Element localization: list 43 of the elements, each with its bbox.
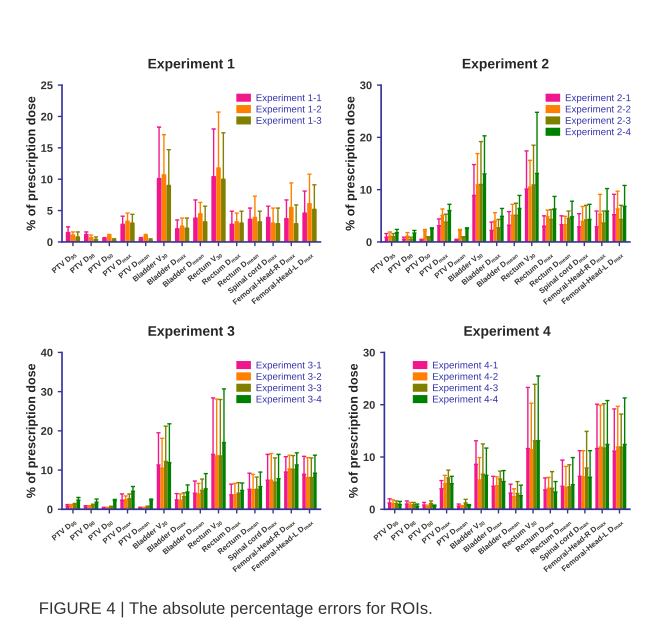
legend-label: Experiment 2-1 [566,94,630,104]
y-axis-title: % of prescription dose [345,96,357,231]
legend-label: Experiment 4-2 [433,372,498,382]
chart-title: Experiment 1 [148,58,234,72]
legend-label: Experiment 2-2 [566,105,630,114]
y-tick-label: 30 [363,348,375,357]
legend-label: Experiment 4-1 [433,361,498,370]
chart-title: Experiment 2 [462,58,549,72]
y-tick-label: 20 [360,134,372,142]
legend-label: Experiment 3-3 [256,384,322,394]
legend-label: Experiment 1-2 [256,105,322,114]
y-tick-label: 40 [40,348,53,357]
legend-label: Experiment 3-2 [256,372,322,382]
y-tick-label: 20 [363,400,375,409]
caption: FIGURE 4 | The absolute percentage errors for ROIs. [40,602,432,618]
legend-label: Experiment 1-1 [256,94,322,104]
y-tick-label: 10 [360,186,372,194]
y-axis-title: % of prescription dose [26,364,38,498]
y-tick-label: 0 [47,506,53,514]
legend-label: Experiment 3-4 [256,395,322,404]
y-tick-label: 0 [47,238,53,246]
y-tick-label: 5 [47,206,53,215]
legend-label: Experiment 4-3 [433,384,498,394]
y-tick-label: 20 [41,427,53,435]
legend-label: Experiment 4-4 [433,395,498,404]
chart-title: Experiment 3 [148,326,234,339]
y-tick-label: 30 [360,81,372,90]
y-axis-title: % of prescription dose [348,364,360,498]
y-tick-label: 10 [41,466,53,474]
y-tick-label: 0 [366,238,372,246]
y-tick-label: 10 [364,453,375,462]
y-tick-label: 10 [41,175,53,184]
legend-label: Experiment 2-3 [566,116,631,126]
legend-label: Experiment 2-4 [566,128,631,138]
y-tick-label: 0 [370,506,375,514]
y-tick-label: 30 [40,388,53,396]
chart-title: Experiment 4 [464,326,551,339]
legend-label: Experiment 3-1 [256,361,322,370]
legend-label: Experiment 1-3 [256,116,322,126]
y-tick-label: 15 [41,144,53,152]
y-tick-label: 25 [41,81,53,90]
y-tick-label: 20 [41,112,53,121]
y-axis-title: % of prescription dose [26,96,38,231]
